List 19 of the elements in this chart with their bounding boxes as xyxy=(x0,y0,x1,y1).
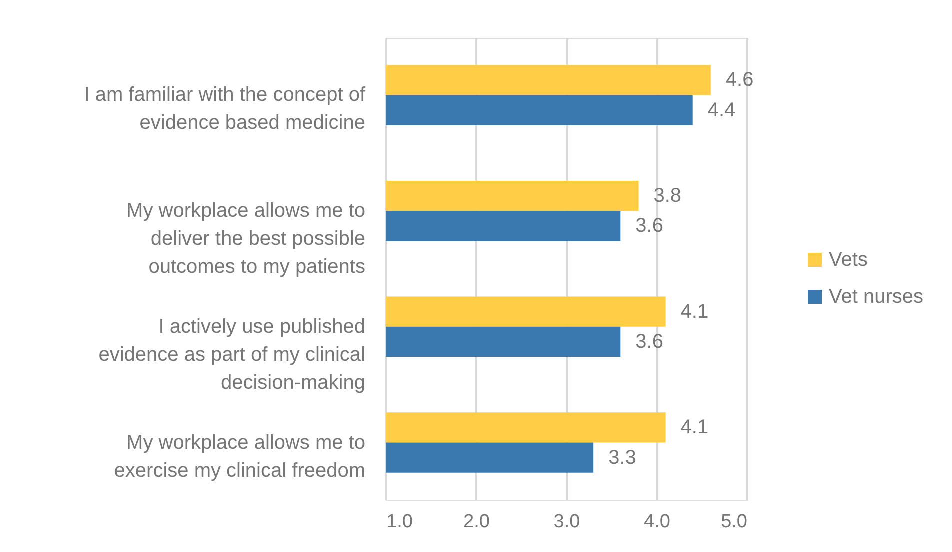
y-tick-label: I actively use published evidence as part of my clinical decision-making xyxy=(98,316,366,394)
y-tick-label: My workplace allows me to exercise my clinical freedom xyxy=(114,432,366,482)
x-tick-label: 3.0 xyxy=(554,512,580,532)
data-label: 3.8 xyxy=(654,185,682,208)
data-label: 4.1 xyxy=(680,300,709,323)
data-label: 4.4 xyxy=(708,99,736,122)
x-tick-label: 2.0 xyxy=(464,512,490,532)
y-tick-label: I am familiar with the concept of evidence based medicine xyxy=(84,84,366,134)
x-tick-label: 4.0 xyxy=(644,512,670,532)
legend-label: Vets xyxy=(829,249,868,271)
x-tick-label: 1.0 xyxy=(386,512,413,532)
legend-label: Vet nurses xyxy=(829,286,924,308)
data-label: 4.6 xyxy=(726,69,754,92)
y-tick-label: My workplace allows me to deliver the best possible outcomes to my patients xyxy=(126,200,366,278)
data-label: 3.6 xyxy=(636,330,664,353)
x-tick-label: 5.0 xyxy=(721,512,748,532)
data-label: 3.3 xyxy=(608,446,636,469)
data-label: 4.1 xyxy=(680,416,709,439)
data-label: 3.6 xyxy=(636,215,664,238)
